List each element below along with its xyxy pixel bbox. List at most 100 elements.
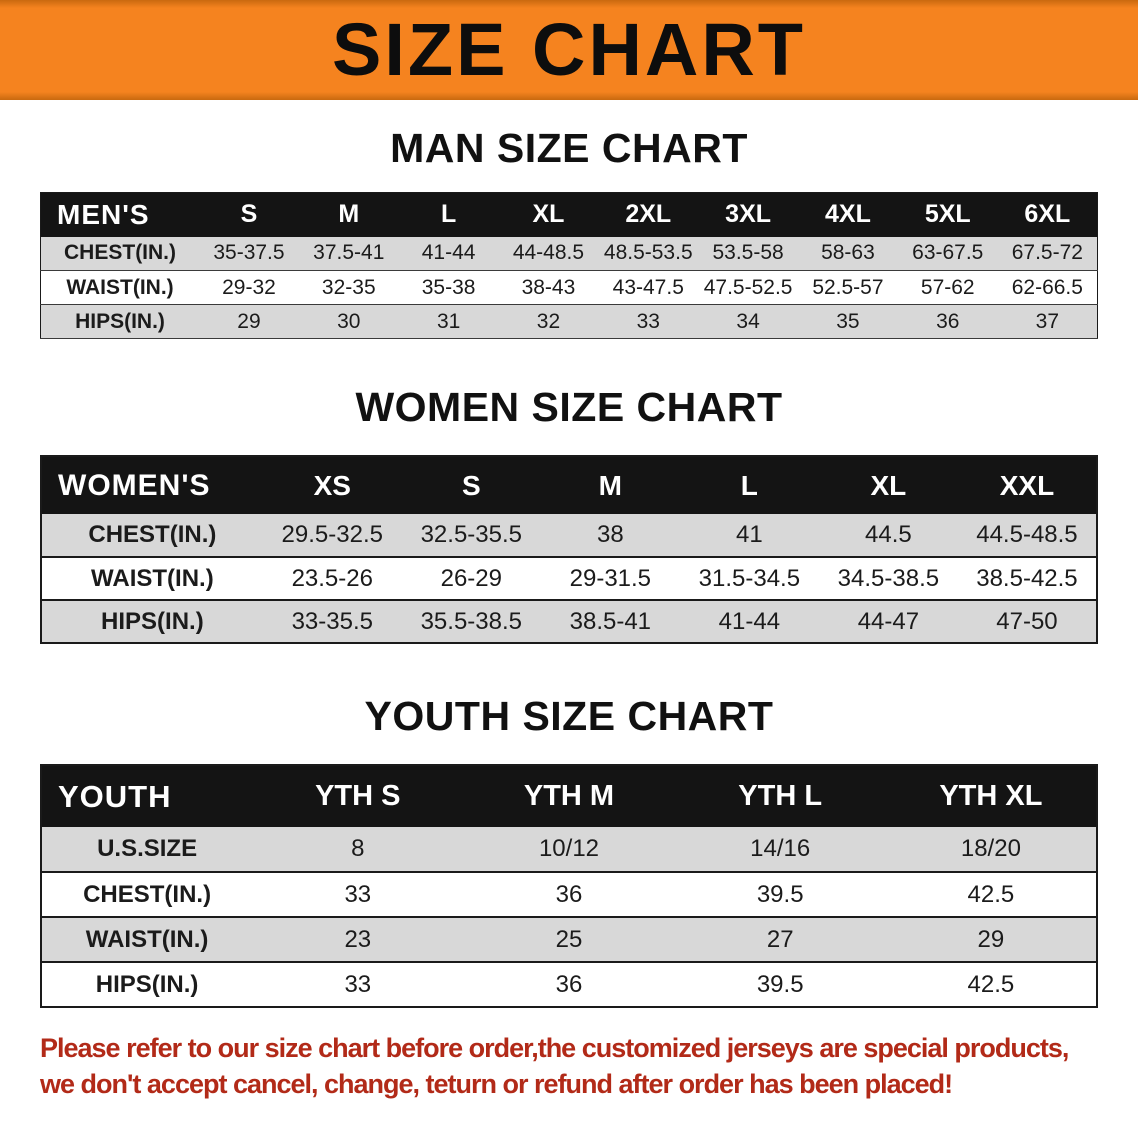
- size-value-cell: 35.5-38.5: [420, 607, 522, 635]
- row-label-cell: CHEST(IN.): [64, 241, 177, 265]
- table-title-cell: WOMEN'S: [58, 468, 211, 502]
- size-value-cell: 48.5-53.5: [603, 241, 693, 265]
- disclaimer-line-1: Please refer to our size chart before or…: [40, 1033, 1069, 1063]
- size-value-cell: 30: [337, 309, 361, 333]
- row-label-cell: HIPS(IN.): [75, 309, 165, 333]
- size-value-cell: 35: [836, 309, 860, 333]
- size-column-header: L: [740, 469, 758, 501]
- size-value-cell: 62-66.5: [1011, 275, 1083, 299]
- size-value-cell: 36: [936, 309, 960, 333]
- size-value-cell: 34: [736, 309, 760, 333]
- size-value-cell: 31: [436, 309, 461, 333]
- table-row: HIPS(IN.) 33-35.5 35.5-38.5 38.5-41 41-44 44-…: [41, 600, 1097, 643]
- row-label-cell: CHEST(IN.): [83, 880, 212, 908]
- row-label-cell: HIPS(IN.): [95, 970, 199, 998]
- table-row: WAIST(IN.) 23.5-26 26-29 29-31.5 31.5-34.5 34…: [41, 557, 1097, 600]
- youth-size-table: YOUTH YTH S YTH M YTH L YTH XL U.S.SIZE 8 10/12…: [40, 764, 1098, 1008]
- table-title-cell: YOUTH: [58, 778, 172, 814]
- size-value-cell: 43-47.5: [612, 275, 684, 299]
- table-row: CHEST(IN.) 35-37.5 37.5-41 41-44 44-48.5 48.5…: [40, 236, 1098, 271]
- size-value-cell: 44.5: [865, 521, 912, 548]
- table-row: CHEST(IN.) 33 36 39.5 42.5: [41, 872, 1097, 917]
- table-title-cell: MEN'S: [57, 198, 150, 230]
- size-value-cell: 32.5-35.5: [420, 521, 522, 548]
- size-value-cell: 33-35.5: [291, 607, 373, 635]
- size-value-cell: 26-29: [440, 564, 502, 592]
- size-column-header: XL: [870, 469, 907, 501]
- size-column-header: YTH L: [738, 780, 823, 812]
- size-value-cell: 32: [536, 309, 561, 333]
- size-value-cell: 44-47: [857, 607, 920, 635]
- table-row: WAIST(IN.) 23 25 27 29: [41, 917, 1097, 962]
- row-label-cell: CHEST(IN.): [88, 521, 217, 548]
- disclaimer: Please refer to our size chart before or…: [40, 1030, 1138, 1102]
- size-value-cell: 39.5: [756, 880, 804, 908]
- size-value-cell: 29: [977, 925, 1005, 953]
- size-value-cell: 37: [1035, 309, 1060, 333]
- table-row: WAIST(IN.) 29-32 32-35 35-38 38-43 43-47.5 47.…: [40, 270, 1098, 305]
- men-size-table: MEN'S S M L XL 2XL 3XL 4XL 5XL 6XL CHEST(IN.) 35-37…: [40, 192, 1098, 339]
- size-value-cell: 33: [344, 970, 372, 998]
- size-value-cell: 39.5: [756, 970, 804, 998]
- size-column-header: YTH XL: [939, 780, 1043, 812]
- size-column-header: XXL: [999, 469, 1055, 501]
- size-column-header: XL: [532, 200, 565, 229]
- size-value-cell: 31.5-34.5: [698, 564, 801, 592]
- size-value-cell: 44-48.5: [512, 241, 585, 265]
- size-value-cell: 41-44: [421, 241, 476, 265]
- youth-section-heading: YOUTH SIZE CHART: [364, 693, 774, 739]
- size-column-header: S: [461, 469, 481, 501]
- banner-title: SIZE CHART: [332, 8, 806, 91]
- size-chart-banner: SIZE CHART: [0, 0, 1138, 100]
- size-value-cell: 41: [736, 521, 763, 548]
- size-value-cell: 41-44: [718, 607, 781, 635]
- women-section-heading: WOMEN SIZE CHART: [355, 384, 783, 430]
- size-value-cell: 37.5-41: [313, 241, 385, 265]
- size-value-cell: 32-35: [321, 275, 376, 299]
- size-value-cell: 23: [344, 925, 372, 953]
- table-header-row: MEN'S S M L XL 2XL 3XL 4XL 5XL 6XL: [40, 192, 1098, 237]
- size-value-cell: 25: [555, 925, 583, 953]
- table-header-row: YOUTH YTH S YTH M YTH L YTH XL: [41, 765, 1097, 827]
- table-row: HIPS(IN.) 33 36 39.5 42.5: [41, 962, 1097, 1007]
- size-column-header: 2XL: [625, 200, 672, 229]
- size-value-cell: 53.5-58: [712, 241, 784, 265]
- size-value-cell: 42.5: [967, 880, 1015, 908]
- size-value-cell: 27: [766, 925, 794, 953]
- table-row: HIPS(IN.) 29 30 31 32 33 34 35 36 37: [40, 304, 1098, 339]
- women-size-section: WOMEN SIZE CHART WOMEN'S XS S M L XL XXL CHEST(…: [0, 383, 1138, 644]
- size-value-cell: 67.5-72: [1011, 241, 1083, 265]
- row-label-cell: U.S.SIZE: [97, 835, 198, 862]
- size-value-cell: 47-50: [996, 607, 1058, 635]
- size-value-cell: 36: [555, 970, 583, 998]
- table-header-row: WOMEN'S XS S M L XL XXL: [41, 456, 1097, 514]
- size-column-header: 4XL: [825, 200, 871, 229]
- size-value-cell: 35-38: [421, 275, 476, 299]
- table-row: CHEST(IN.) 29.5-32.5 32.5-35.5 38 41 44.5 44.5…: [41, 514, 1097, 557]
- disclaimer-line-2: we don't accept cancel, change, teturn o…: [40, 1069, 953, 1099]
- size-value-cell: 42.5: [967, 970, 1015, 998]
- size-column-header: 3XL: [725, 200, 772, 229]
- youth-size-section: YOUTH SIZE CHART YOUTH YTH S YTH M YTH L YTH…: [0, 692, 1138, 1008]
- size-value-cell: 38: [596, 521, 624, 548]
- row-label-cell: WAIST(IN.): [91, 564, 214, 592]
- size-value-cell: 58-63: [821, 241, 875, 265]
- size-value-cell: 29: [237, 309, 261, 333]
- size-value-cell: 35-37.5: [213, 241, 285, 265]
- row-label-cell: HIPS(IN.): [101, 607, 204, 635]
- size-value-cell: 23.5-26: [291, 564, 373, 592]
- size-value-cell: 14/16: [750, 835, 811, 862]
- table-row: U.S.SIZE 8 10/12 14/16 18/20: [41, 827, 1097, 872]
- size-value-cell: 8: [351, 835, 365, 862]
- size-value-cell: 33: [344, 880, 372, 908]
- size-value-cell: 10/12: [538, 835, 600, 862]
- size-value-cell: 47.5-52.5: [703, 275, 793, 299]
- size-column-header: XS: [313, 469, 351, 501]
- row-label-cell: WAIST(IN.): [66, 275, 174, 299]
- size-value-cell: 52.5-57: [812, 275, 884, 299]
- size-column-header: 6XL: [1024, 200, 1071, 229]
- size-value-cell: 63-67.5: [912, 241, 984, 265]
- size-column-header: M: [338, 200, 360, 229]
- size-value-cell: 38.5-42.5: [976, 564, 1078, 592]
- size-column-header: YTH S: [315, 780, 401, 812]
